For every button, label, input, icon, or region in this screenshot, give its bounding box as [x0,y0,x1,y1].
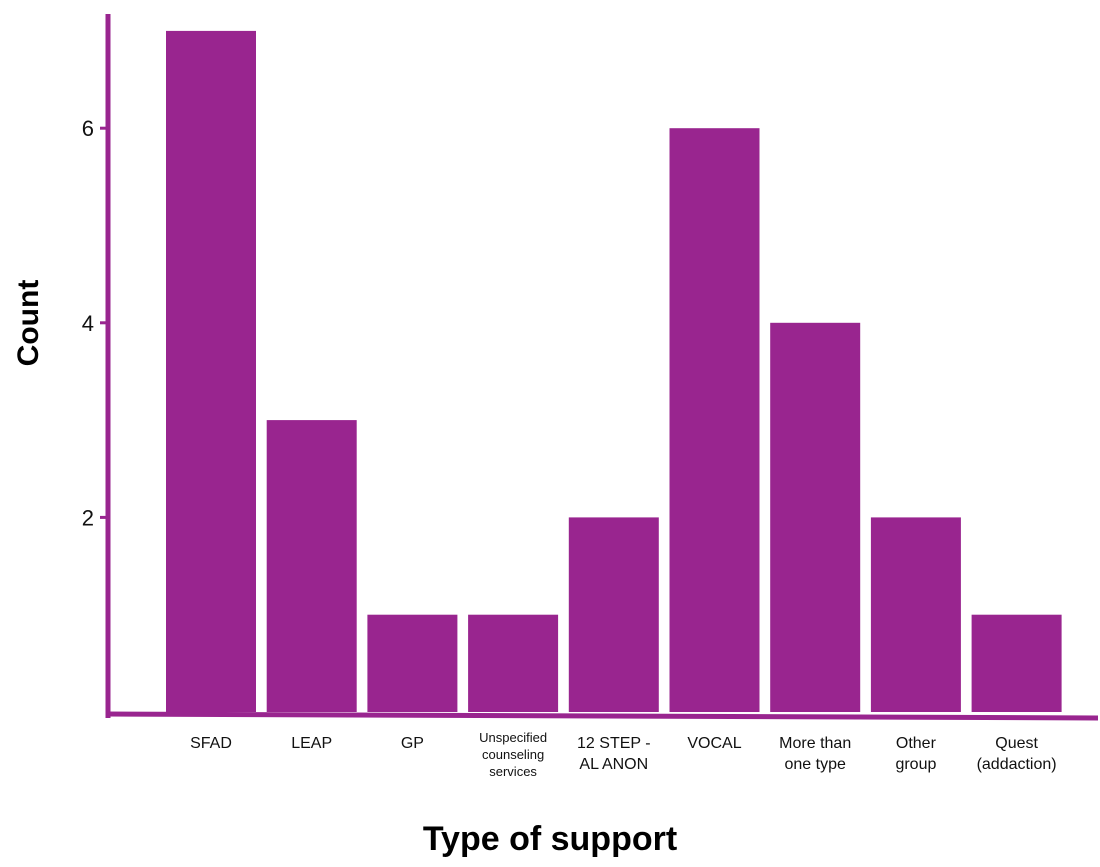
bar-1 [166,30,256,712]
bar-3 [367,614,458,712]
x-tick-label-1: SFAD [190,735,232,752]
y-ticks-group: 2 4 6 [82,116,108,530]
y-tick-label-4: 4 [82,311,94,336]
bar-8 [870,517,961,712]
x-tick-label-6: VOCAL [687,735,741,752]
y-axis-title: Count [12,280,45,367]
bar-2 [266,420,357,712]
axes-group [105,14,1099,721]
x-tick-labels-group: SFAD LEAP GP Unspecified counseling services 1… [190,730,1057,779]
bar-4 [468,614,559,712]
y-tick-label-2: 2 [82,505,94,530]
x-tick-label-3: GP [401,735,424,752]
x-tick-label-5: 12 STEP -AL ANON [577,735,651,773]
x-tick-label-9: Quest (addaction) [977,735,1057,773]
x-tick-label-4: Unspecified counseling services [479,730,547,779]
x-tick-label-7: More than one type [779,735,851,773]
bar-7 [770,322,861,712]
bars-group [166,30,1062,712]
x-tick-label-2: LEAP [291,735,332,752]
x-tick-label-8: Other group [895,735,936,773]
x-axis-title: Type of support [423,820,677,858]
bar-5 [568,517,659,712]
x-axis-line [105,711,1099,721]
bar-9 [971,614,1062,712]
y-tick-label-6: 6 [82,116,94,141]
bar-6 [669,128,760,712]
